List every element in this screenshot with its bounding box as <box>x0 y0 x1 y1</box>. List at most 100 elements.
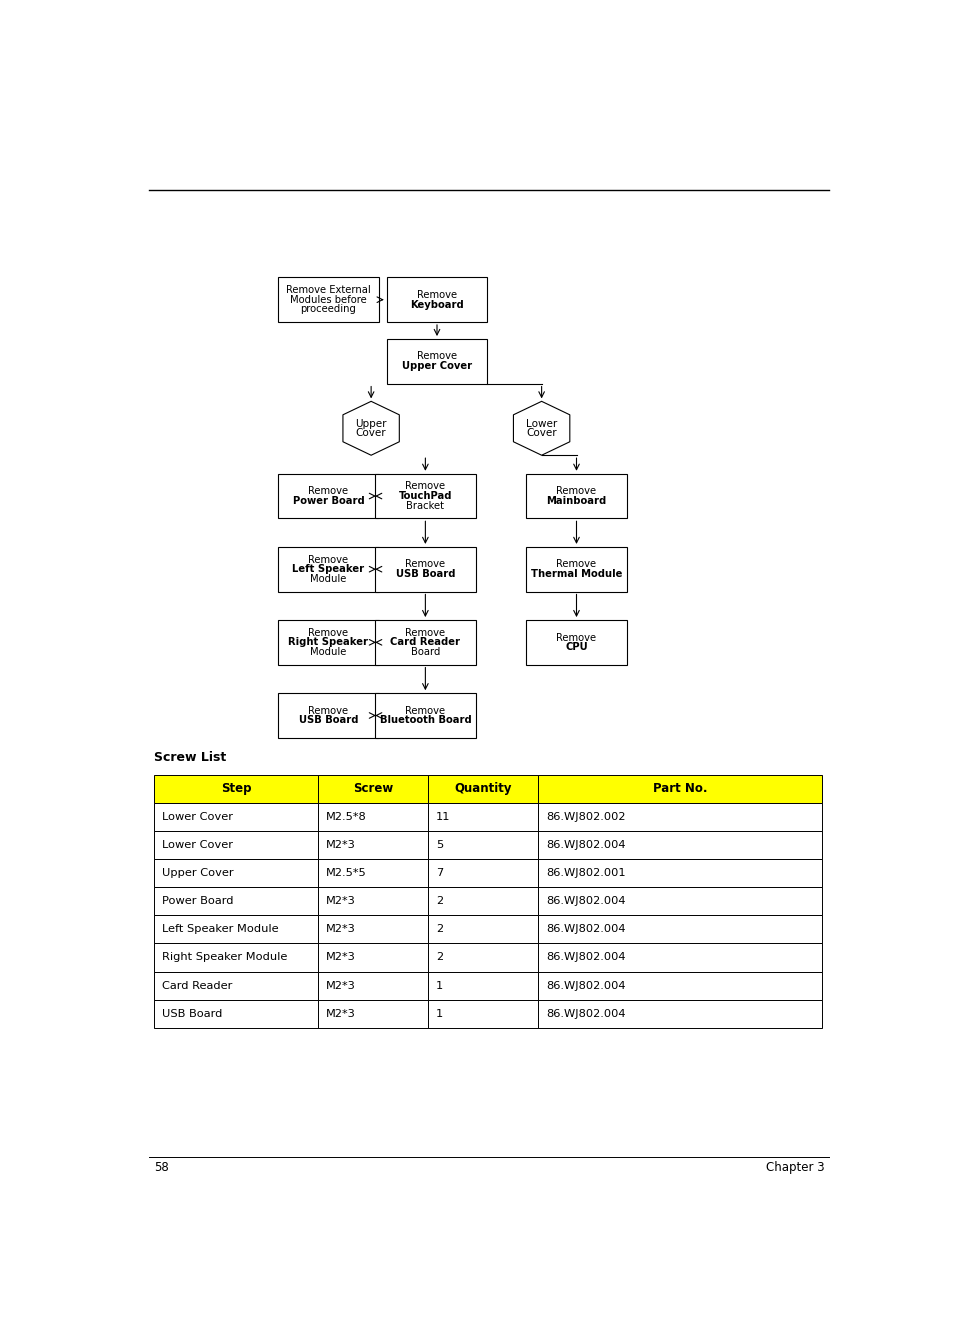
Text: 86.WJ802.002: 86.WJ802.002 <box>545 812 625 822</box>
Text: Bluetooth Board: Bluetooth Board <box>379 715 471 725</box>
Text: USB Board: USB Board <box>162 1009 222 1018</box>
Text: Remove: Remove <box>556 560 596 569</box>
Text: Remove: Remove <box>556 486 596 496</box>
Text: Remove: Remove <box>416 290 456 299</box>
Text: 7: 7 <box>436 868 442 878</box>
FancyBboxPatch shape <box>537 943 821 971</box>
FancyBboxPatch shape <box>278 474 378 518</box>
FancyBboxPatch shape <box>278 278 378 322</box>
Text: M2*3: M2*3 <box>325 981 355 990</box>
Text: Remove: Remove <box>308 705 348 716</box>
Text: Card Reader: Card Reader <box>162 981 232 990</box>
FancyBboxPatch shape <box>428 859 537 887</box>
FancyBboxPatch shape <box>428 831 537 859</box>
Text: Modules before: Modules before <box>290 295 367 305</box>
Text: Left Speaker: Left Speaker <box>293 564 364 574</box>
Text: Board: Board <box>410 647 439 657</box>
Text: Step: Step <box>220 783 251 795</box>
FancyBboxPatch shape <box>317 887 428 915</box>
Text: Cover: Cover <box>355 428 386 438</box>
Text: Bracket: Bracket <box>406 501 444 510</box>
Text: Remove: Remove <box>405 705 445 716</box>
Text: M2.5*8: M2.5*8 <box>325 812 366 822</box>
Text: Remove: Remove <box>405 628 445 637</box>
FancyBboxPatch shape <box>375 693 476 737</box>
FancyBboxPatch shape <box>154 915 317 943</box>
Text: M2*3: M2*3 <box>325 896 355 906</box>
Polygon shape <box>342 401 399 456</box>
Text: proceeding: proceeding <box>300 305 356 314</box>
Text: Module: Module <box>310 574 346 584</box>
FancyBboxPatch shape <box>525 474 626 518</box>
Text: Remove External: Remove External <box>286 285 371 295</box>
Text: Remove: Remove <box>556 632 596 643</box>
Text: Power Board: Power Board <box>293 496 364 506</box>
Text: Mainboard: Mainboard <box>546 496 606 506</box>
Text: Quantity: Quantity <box>454 783 512 795</box>
FancyBboxPatch shape <box>154 887 317 915</box>
FancyBboxPatch shape <box>154 943 317 971</box>
Text: TouchPad: TouchPad <box>398 492 452 501</box>
FancyBboxPatch shape <box>278 546 378 592</box>
Text: Lower Cover: Lower Cover <box>162 840 233 850</box>
Text: Right Speaker Module: Right Speaker Module <box>162 953 287 962</box>
FancyBboxPatch shape <box>154 775 317 803</box>
Text: Remove: Remove <box>405 481 445 492</box>
FancyBboxPatch shape <box>375 474 476 518</box>
Text: Lower Cover: Lower Cover <box>162 812 233 822</box>
Text: 1: 1 <box>436 981 442 990</box>
Text: Card Reader: Card Reader <box>390 637 460 648</box>
FancyBboxPatch shape <box>537 775 821 803</box>
FancyBboxPatch shape <box>428 775 537 803</box>
FancyBboxPatch shape <box>386 278 487 322</box>
Text: 86.WJ802.004: 86.WJ802.004 <box>545 981 625 990</box>
Polygon shape <box>513 401 569 456</box>
Text: USB Board: USB Board <box>298 715 358 725</box>
FancyBboxPatch shape <box>428 803 537 831</box>
FancyBboxPatch shape <box>154 803 317 831</box>
Text: M2*3: M2*3 <box>325 840 355 850</box>
Text: M2.5*5: M2.5*5 <box>325 868 366 878</box>
Text: Remove: Remove <box>308 554 348 565</box>
Text: 58: 58 <box>154 1161 169 1174</box>
Text: Cover: Cover <box>526 428 557 438</box>
Text: Remove: Remove <box>308 628 348 637</box>
FancyBboxPatch shape <box>537 887 821 915</box>
FancyBboxPatch shape <box>428 887 537 915</box>
FancyBboxPatch shape <box>537 859 821 887</box>
Text: Upper Cover: Upper Cover <box>401 361 472 371</box>
Text: Remove: Remove <box>308 486 348 496</box>
Text: Remove: Remove <box>405 560 445 569</box>
FancyBboxPatch shape <box>154 859 317 887</box>
Text: Part No.: Part No. <box>652 783 707 795</box>
Text: M2*3: M2*3 <box>325 1009 355 1018</box>
Text: Power Board: Power Board <box>162 896 233 906</box>
FancyBboxPatch shape <box>317 775 428 803</box>
Text: Screw: Screw <box>353 783 393 795</box>
FancyBboxPatch shape <box>317 971 428 999</box>
Text: 86.WJ802.004: 86.WJ802.004 <box>545 896 625 906</box>
FancyBboxPatch shape <box>317 831 428 859</box>
FancyBboxPatch shape <box>537 999 821 1027</box>
Text: 86.WJ802.004: 86.WJ802.004 <box>545 1009 625 1018</box>
Text: Chapter 3: Chapter 3 <box>765 1161 823 1174</box>
Text: Upper Cover: Upper Cover <box>162 868 233 878</box>
Text: 5: 5 <box>436 840 442 850</box>
FancyBboxPatch shape <box>375 546 476 592</box>
FancyBboxPatch shape <box>428 999 537 1027</box>
Text: Left Speaker Module: Left Speaker Module <box>162 925 278 934</box>
Text: Screw List: Screw List <box>154 751 226 764</box>
FancyBboxPatch shape <box>317 999 428 1027</box>
FancyBboxPatch shape <box>278 620 378 665</box>
FancyBboxPatch shape <box>317 915 428 943</box>
Text: 2: 2 <box>436 896 442 906</box>
Text: Upper: Upper <box>355 418 387 429</box>
FancyBboxPatch shape <box>278 693 378 737</box>
FancyBboxPatch shape <box>537 915 821 943</box>
FancyBboxPatch shape <box>525 546 626 592</box>
Text: Thermal Module: Thermal Module <box>530 569 621 578</box>
Text: M2*3: M2*3 <box>325 953 355 962</box>
FancyBboxPatch shape <box>154 831 317 859</box>
Text: Remove: Remove <box>416 351 456 362</box>
Text: 86.WJ802.004: 86.WJ802.004 <box>545 953 625 962</box>
